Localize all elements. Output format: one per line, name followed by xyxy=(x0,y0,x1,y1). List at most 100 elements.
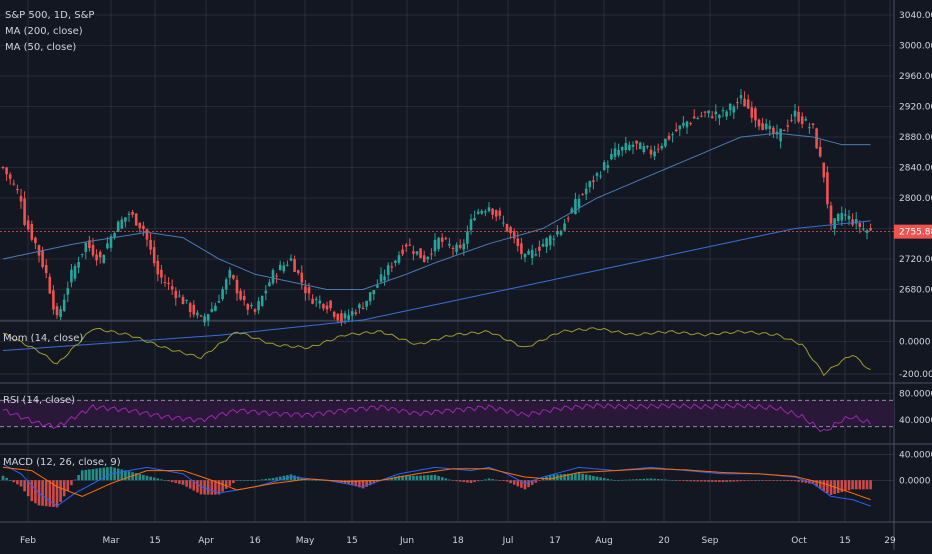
candle-body xyxy=(588,181,592,188)
candle-body xyxy=(563,223,566,231)
macd-histogram-bar xyxy=(757,480,761,481)
candle-body xyxy=(134,213,138,226)
ma200-line xyxy=(2,220,871,351)
macd-histogram-bar xyxy=(91,468,95,481)
candle-body xyxy=(613,148,617,157)
macd-histogram-bar xyxy=(390,477,394,481)
candle-body xyxy=(59,309,62,317)
candle-body xyxy=(768,125,772,130)
candle-body xyxy=(73,266,77,279)
macd-histogram-bar xyxy=(793,480,797,482)
last-price-tag xyxy=(894,224,932,239)
candle-body xyxy=(826,172,829,205)
macd-histogram-bar xyxy=(469,480,473,483)
candle-body xyxy=(498,210,502,216)
macd-histogram-bar xyxy=(426,475,430,481)
candle-body xyxy=(851,219,854,225)
macd-histogram-bar xyxy=(534,480,538,483)
candle-body xyxy=(854,219,858,224)
macd-histogram-bar xyxy=(581,473,584,481)
macd-histogram-bar xyxy=(444,478,448,481)
candle-body xyxy=(203,316,206,323)
macd-histogram-bar xyxy=(552,474,556,481)
macd-histogram-bar xyxy=(192,480,196,491)
candle-body xyxy=(728,103,732,111)
macd-histogram-bar xyxy=(34,480,37,504)
x-axis-tick-label: 15 xyxy=(346,536,357,546)
candle-body xyxy=(412,251,415,254)
candle-body xyxy=(808,127,811,129)
macd-histogram-bar xyxy=(700,480,703,482)
macd-histogram-bar xyxy=(16,480,19,485)
macd-histogram-bar xyxy=(134,473,138,481)
candle-body xyxy=(174,290,178,299)
candle-body xyxy=(804,119,808,121)
candle-body xyxy=(858,223,862,227)
candle-body xyxy=(430,253,433,255)
candle-body xyxy=(491,208,494,215)
candle-body xyxy=(473,218,476,221)
macd-histogram-bar xyxy=(84,469,88,481)
candle-body xyxy=(95,254,98,261)
macd-histogram-bar xyxy=(869,480,872,490)
macd-histogram-bar xyxy=(505,480,509,482)
macd-histogram-bar xyxy=(548,474,552,481)
x-axis-tick-label: 18 xyxy=(452,536,464,546)
macd-histogram-bar xyxy=(73,479,77,481)
candle-body xyxy=(793,110,797,117)
x-axis-tick-label: Sep xyxy=(702,536,719,546)
macd-histogram-bar xyxy=(62,480,66,497)
macd-histogram-bar xyxy=(617,480,620,481)
macd-histogram-bar xyxy=(113,467,116,481)
macd-histogram-bar xyxy=(70,480,73,486)
candle-body xyxy=(714,111,718,115)
macd-histogram-bar xyxy=(750,480,754,481)
candle-body xyxy=(502,222,505,224)
candle-body xyxy=(228,270,232,278)
candle-body xyxy=(185,299,188,301)
candle-body xyxy=(646,145,649,147)
macd-histogram-bar xyxy=(170,480,174,483)
candle-body xyxy=(37,245,41,256)
macd-histogram-bar xyxy=(714,480,718,482)
macd-histogram-bar xyxy=(307,479,311,481)
candle-body xyxy=(224,279,228,290)
candle-body xyxy=(221,289,224,300)
macd-histogram-bar xyxy=(394,476,397,481)
candle-body xyxy=(840,213,844,221)
candle-body xyxy=(156,260,160,275)
macd-histogram-bar xyxy=(462,480,466,483)
macd-histogram-bar xyxy=(739,480,743,482)
macd-histogram-bar xyxy=(656,479,660,481)
macd-histogram-bar xyxy=(865,480,869,490)
price-tick-label: 2840.00 xyxy=(899,164,932,174)
macd-histogram-bar xyxy=(487,478,491,481)
candle-body xyxy=(386,265,390,276)
candle-body xyxy=(19,196,23,202)
candle-body xyxy=(764,123,768,129)
macd-histogram-bar xyxy=(764,480,768,481)
macd-histogram-bar xyxy=(491,479,494,481)
macd-histogram-bar xyxy=(246,480,250,481)
candle-body xyxy=(253,309,257,312)
candle-body xyxy=(703,111,707,113)
candle-body xyxy=(365,300,368,307)
candle-body xyxy=(178,295,181,297)
candle-body xyxy=(282,265,286,272)
macd-histogram-bar xyxy=(318,480,322,481)
candle-body xyxy=(448,243,451,246)
candle-body xyxy=(599,175,602,177)
macd-histogram-bar xyxy=(671,480,674,481)
candle-body xyxy=(199,315,203,317)
macd-histogram-bar xyxy=(732,480,736,482)
macd-histogram-bar xyxy=(163,480,167,481)
macd-histogram-bar xyxy=(77,474,80,481)
candle-body xyxy=(397,255,401,263)
macd-histogram-bar xyxy=(826,480,829,494)
candle-body xyxy=(487,207,491,212)
x-axis-tick-label: 15 xyxy=(149,536,160,546)
candle-body xyxy=(124,217,127,222)
macd-histogram-bar xyxy=(80,470,84,481)
